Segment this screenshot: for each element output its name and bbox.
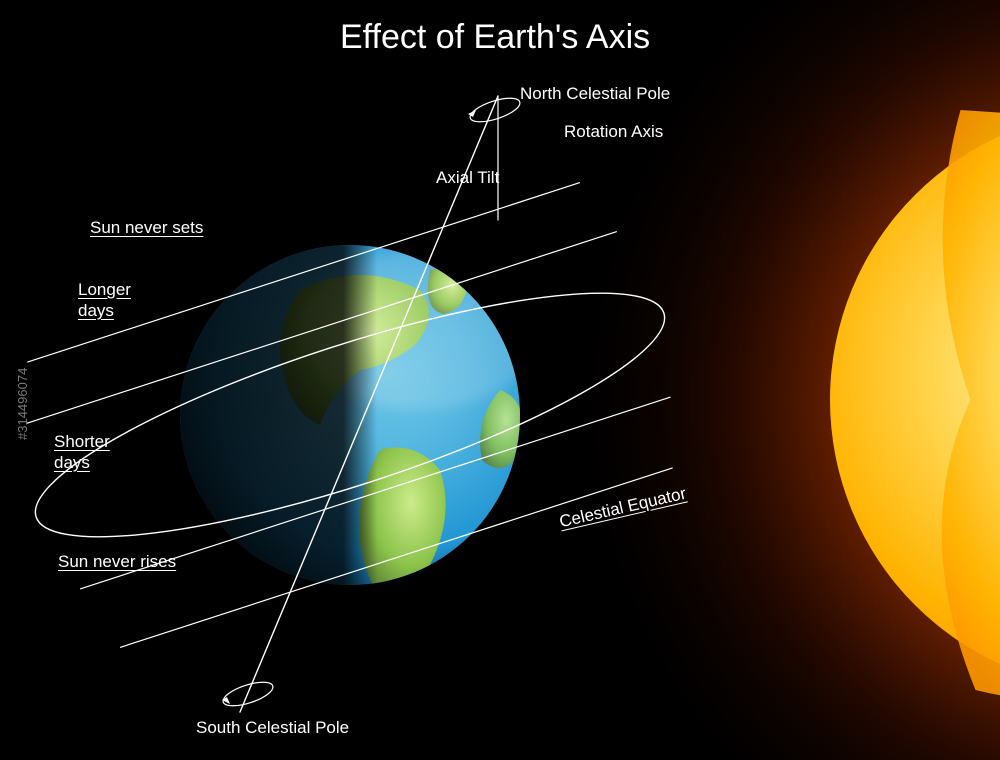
- watermark: #314496074: [16, 368, 31, 440]
- label-north_pole: North Celestial Pole: [520, 84, 670, 104]
- label-sun_never_sets: Sun never sets: [90, 218, 203, 238]
- page-title: Effect of Earth's Axis: [340, 18, 650, 57]
- label-shorter_days-line2: days: [54, 453, 90, 473]
- label-rotation_axis: Rotation Axis: [564, 122, 663, 142]
- label-longer_days-line2: days: [78, 301, 114, 321]
- label-axial_tilt: Axial Tilt: [436, 168, 499, 188]
- earth: [180, 245, 540, 592]
- label-sun_never_rises: Sun never rises: [58, 552, 176, 572]
- scene-svg: [0, 0, 1000, 760]
- label-shorter_days: Shorter: [54, 432, 110, 452]
- diagram-stage: North Celestial Pole Rotation Axis Axial T…: [0, 0, 1000, 760]
- label-longer_days: Longer: [78, 280, 131, 300]
- label-south_pole: South Celestial Pole: [196, 718, 349, 738]
